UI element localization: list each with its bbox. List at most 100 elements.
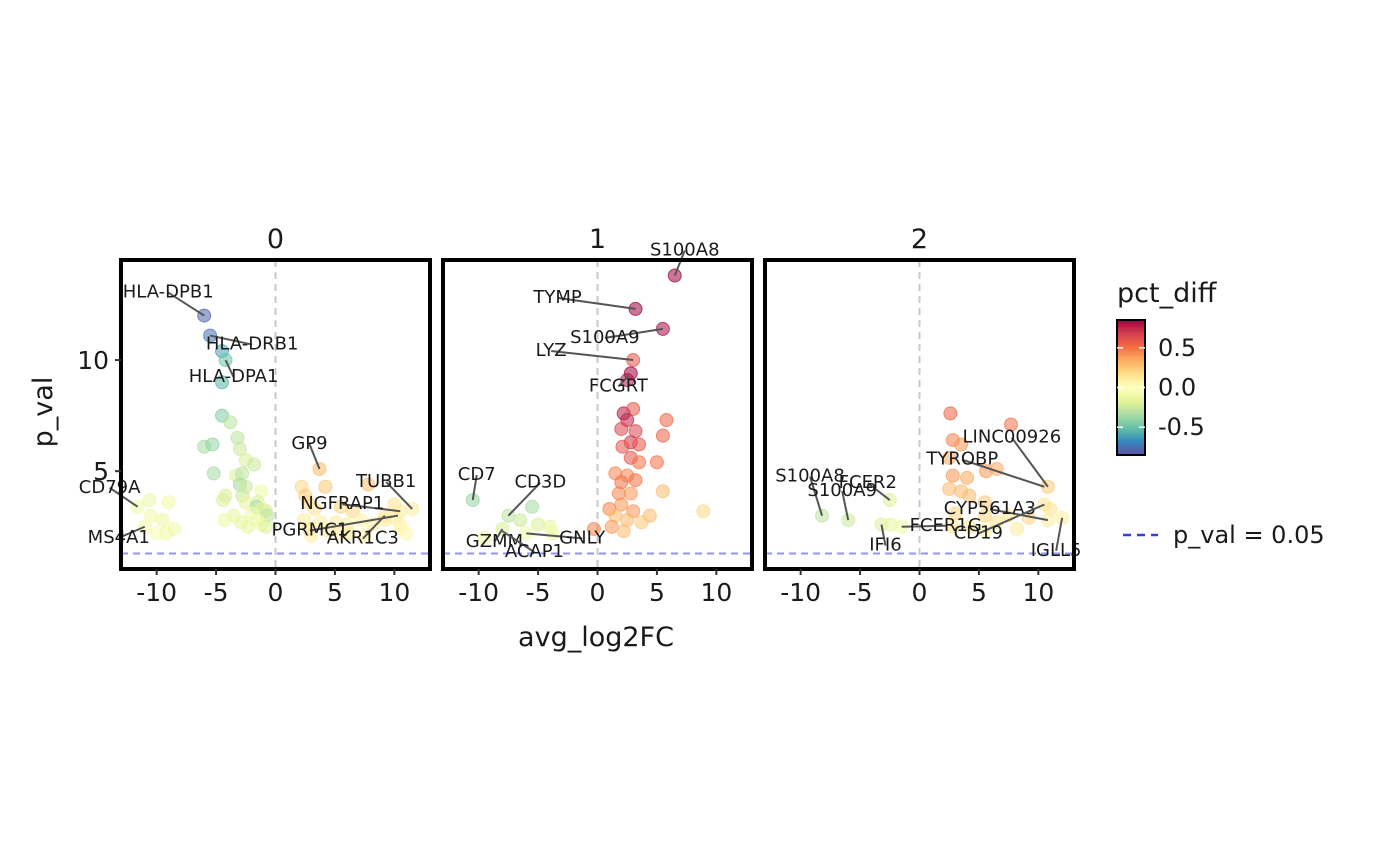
panel-0: 0 HLA-DPB1 HLA-DRB1 HLA-DPA1 CD79A MS4A1 GP9 TU… <box>77 224 432 607</box>
x-tick-label: 5 <box>327 578 343 607</box>
colorbar-tick-label: -0.5 <box>1158 413 1205 441</box>
label-leader <box>880 524 887 546</box>
data-point <box>696 504 711 519</box>
label-leader <box>118 525 146 539</box>
data-point <box>977 508 992 523</box>
point-label: MS4A1 <box>88 527 150 548</box>
x-tick-label: -10 <box>780 578 821 607</box>
point-label: LINC00926 <box>963 427 1062 448</box>
legend-title: pct_diff <box>1117 278 1218 309</box>
label-leader <box>1011 437 1049 488</box>
label-leader <box>617 374 630 388</box>
data-point <box>615 439 630 454</box>
x-tick-label: 0 <box>268 578 284 607</box>
data-point <box>1009 521 1024 536</box>
data-point <box>626 401 641 416</box>
data-point <box>247 457 262 472</box>
x-tick-label: 5 <box>649 578 665 607</box>
point-label: LYZ <box>536 340 567 361</box>
data-point <box>513 513 528 528</box>
label-leader <box>557 296 636 310</box>
label-leader <box>977 503 1045 535</box>
data-point <box>477 530 492 545</box>
label-leader <box>841 490 850 521</box>
data-point <box>531 517 546 532</box>
data-point <box>215 375 230 390</box>
data-point <box>586 521 601 536</box>
x-tick-label: 0 <box>912 578 928 607</box>
data-point <box>216 493 231 508</box>
data-point <box>943 406 958 421</box>
label-leader <box>867 482 891 501</box>
data-point <box>361 477 376 492</box>
point-label: IFI6 <box>869 535 901 556</box>
point-label: HLA-DPB1 <box>123 282 214 303</box>
data-point <box>962 488 977 503</box>
label-leader <box>551 350 634 362</box>
label-leader <box>501 530 535 554</box>
label-leader <box>362 514 386 540</box>
data-point <box>632 437 647 452</box>
x-tick-label: 5 <box>971 578 987 607</box>
label-leader <box>167 291 205 317</box>
point-label: HLA-DPA1 <box>189 366 279 387</box>
x-tick-label: -5 <box>848 578 873 607</box>
y-tick-label: 10 <box>77 346 109 375</box>
data-point <box>962 519 977 534</box>
label-leader <box>493 528 504 543</box>
point-label: FCER2 <box>839 472 897 493</box>
legend-threshold-label: p_val = 0.05 <box>1173 521 1325 549</box>
point-label: AKR1C3 <box>327 528 399 549</box>
x-tick-label: -10 <box>458 578 499 607</box>
y-tick-label: 5 <box>93 457 109 486</box>
point-label: S100A8 <box>650 240 720 261</box>
data-point <box>948 506 963 521</box>
legend: pct_diff 0.5 0.0 -0.5 p_val = 0.05 <box>1116 278 1325 549</box>
label-leader <box>1055 517 1064 552</box>
data-point <box>960 470 975 485</box>
x-tick-label: -5 <box>526 578 551 607</box>
point-label: NGFRAP1 <box>300 493 384 514</box>
data-point <box>649 455 664 470</box>
label-leader <box>901 524 946 528</box>
point-label: ACAP1 <box>505 541 564 562</box>
data-point <box>634 515 649 530</box>
label-leader <box>342 503 401 513</box>
point-label: TYROBP <box>925 449 998 470</box>
point-label: CYP561A3 <box>944 498 1036 519</box>
label-leader <box>809 476 824 516</box>
data-point <box>945 519 960 534</box>
point-label: GP9 <box>291 433 327 454</box>
label-leader <box>209 334 253 346</box>
point-label: S100A9 <box>570 327 640 348</box>
x-tick-label: 10 <box>1022 578 1054 607</box>
data-point <box>628 473 643 488</box>
data-point <box>307 501 322 516</box>
panel-frame <box>441 258 754 571</box>
data-point <box>399 526 414 541</box>
x-tick-label: 10 <box>378 578 410 607</box>
point-label: IGLL5 <box>1031 540 1082 561</box>
point-label: FCER1G <box>910 515 982 536</box>
point-label: TUBB1 <box>355 471 416 492</box>
data-point <box>632 455 647 470</box>
data-point <box>161 495 176 510</box>
point-label: HLA-DRB1 <box>206 334 299 355</box>
panel-title: 2 <box>911 224 928 255</box>
point-label: FCGRT <box>589 376 649 397</box>
label-leader <box>604 327 664 339</box>
label-leader <box>526 532 583 540</box>
data-point <box>354 513 369 528</box>
point-label: PGRMC1 <box>271 520 348 541</box>
data-point <box>318 479 333 494</box>
data-point <box>223 415 238 430</box>
data-point <box>159 526 174 541</box>
data-point <box>217 513 232 528</box>
x-tick-label: 0 <box>590 578 606 607</box>
label-leader <box>961 458 1045 488</box>
point-label: TYMP <box>532 287 582 308</box>
label-leader <box>673 250 686 276</box>
label-leader <box>507 481 542 517</box>
data-point <box>333 526 348 541</box>
